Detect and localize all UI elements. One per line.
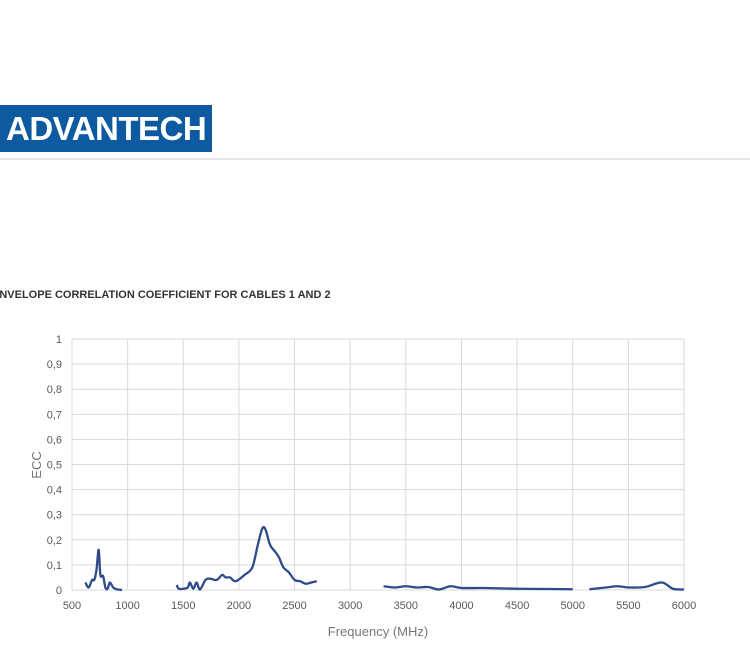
x-tick-label: 3000 <box>338 600 362 612</box>
y-axis-label: ECC <box>29 451 44 478</box>
x-tick-label: 6000 <box>672 600 696 612</box>
y-tick-label: 0,4 <box>47 485 62 497</box>
x-tick-label: 5000 <box>560 600 584 612</box>
header-divider <box>0 158 750 160</box>
x-tick-label: 500 <box>63 600 81 612</box>
y-tick-label: 0,1 <box>47 560 62 572</box>
ecc-series-line <box>175 525 318 591</box>
ecc-series-line <box>383 585 573 591</box>
y-tick-label: 0,8 <box>47 384 62 396</box>
x-axis-label: Frequency (MHz) <box>328 624 428 639</box>
x-tick-label: 3500 <box>394 600 418 612</box>
x-tick-label: 1500 <box>171 600 195 612</box>
x-tick-label: 4000 <box>449 600 473 612</box>
y-tick-label: 0,9 <box>47 359 62 371</box>
ecc-series-line <box>589 581 685 591</box>
x-tick-label: 2500 <box>282 600 306 612</box>
y-tick-label: 0,7 <box>47 409 62 421</box>
y-tick-label: 0 <box>56 585 62 597</box>
x-tick-label: 5500 <box>616 600 640 612</box>
y-tick-label: 0,5 <box>47 460 62 472</box>
ecc-series-line <box>84 548 123 592</box>
x-tick-label: 2000 <box>227 600 251 612</box>
advantech-logo: ADVANTECH <box>0 105 212 152</box>
x-tick-label: 4500 <box>505 600 529 612</box>
y-tick-label: 0,2 <box>47 535 62 547</box>
section-title: ENVELOPE CORRELATION COEFFICIENT FOR CAB… <box>0 289 331 301</box>
y-tick-label: 0,6 <box>47 434 62 446</box>
y-tick-label: 1 <box>56 334 62 346</box>
x-tick-label: 1000 <box>115 600 139 612</box>
y-tick-label: 0,3 <box>47 510 62 522</box>
